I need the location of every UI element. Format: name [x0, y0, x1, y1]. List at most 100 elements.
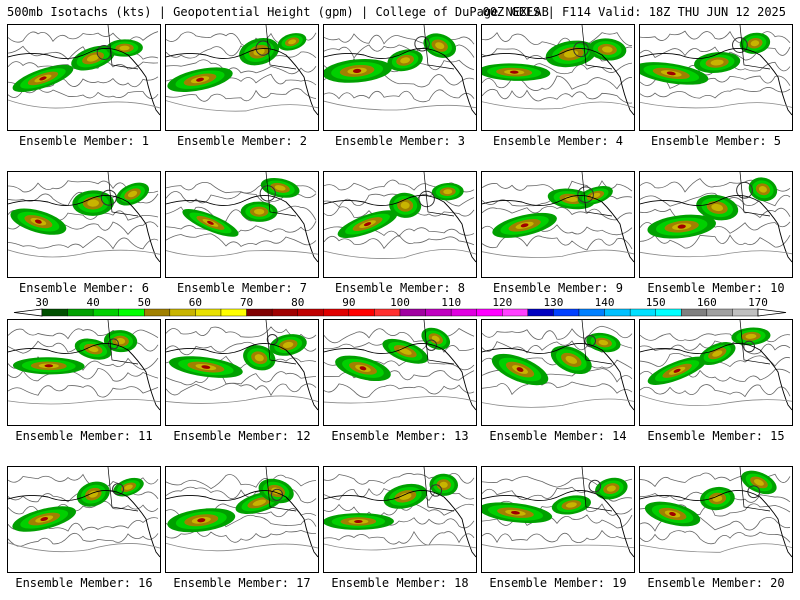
- colorbar-swatch: [450, 308, 477, 317]
- ensemble-member-map: [323, 319, 477, 426]
- colorbar-swatch: [578, 308, 605, 317]
- ensemble-member-map: [7, 466, 161, 573]
- ensemble-member-map: [481, 319, 635, 426]
- map-graphic: [324, 320, 476, 411]
- colorbar-swatch: [553, 308, 580, 317]
- ensemble-member-map: [481, 466, 635, 573]
- ensemble-member-map: [165, 466, 319, 573]
- ensemble-member-map: [639, 24, 793, 131]
- ensemble-member-map: [639, 319, 793, 426]
- colorbar-swatch: [92, 308, 119, 317]
- map-graphic: [8, 25, 160, 116]
- isotach-colorbar: 30 40 50 60 70 80 90 100 110 120 130 140 150 160 170: [0, 296, 800, 320]
- colorbar-swatch: [604, 308, 631, 317]
- colorbar-label: 130: [543, 296, 564, 309]
- map-graphic: [640, 320, 792, 411]
- colorbar-label: 80: [291, 296, 305, 309]
- map-graphic: [166, 25, 318, 116]
- colorbar-swatch: [220, 308, 247, 317]
- ensemble-member-label: Ensemble Member: 1: [18, 134, 150, 148]
- colorbar-swatch: [323, 308, 350, 317]
- map-graphic: [482, 320, 634, 411]
- ensemble-member-map: [7, 171, 161, 278]
- colorbar-swatch: [67, 308, 94, 317]
- ensemble-member-label: Ensemble Member: 12: [173, 429, 311, 443]
- colorbar-swatch: [527, 308, 554, 317]
- map-graphic: [8, 172, 160, 263]
- colorbar-swatch: [706, 308, 733, 317]
- ensemble-member-label: Ensemble Member: 7: [176, 281, 308, 295]
- colorbar-swatch: [271, 308, 298, 317]
- ensemble-member-map: [481, 171, 635, 278]
- colorbar-label: 160: [696, 296, 717, 309]
- colorbar-label: 170: [748, 296, 768, 309]
- ensemble-member-label: Ensemble Member: 11: [15, 429, 153, 443]
- map-graphic: [640, 25, 792, 116]
- ensemble-member-map: [7, 319, 161, 426]
- ensemble-member-map: [639, 466, 793, 573]
- colorbar-label: 110: [441, 296, 462, 309]
- ensemble-member-label: Ensemble Member: 5: [650, 134, 782, 148]
- colorbar-swatch: [629, 308, 656, 317]
- colorbar-swatch: [348, 308, 375, 317]
- ensemble-member-map: [323, 466, 477, 573]
- ensemble-member-label: Ensemble Member: 14: [489, 429, 627, 443]
- colorbar-swatch: [476, 308, 503, 317]
- colorbar-swatch: [732, 308, 759, 317]
- colorbar-swatch: [246, 308, 273, 317]
- map-graphic: [324, 25, 476, 116]
- colorbar-label: 50: [137, 296, 151, 309]
- map-graphic: [324, 172, 476, 263]
- colorbar-label: 100: [390, 296, 410, 309]
- map-graphic: [482, 25, 634, 116]
- ensemble-member-label: Ensemble Member: 13: [331, 429, 469, 443]
- colorbar-left-arrow: [13, 308, 43, 317]
- map-graphic: [166, 320, 318, 411]
- colorbar-right-arrow: [757, 308, 787, 317]
- map-graphic: [166, 467, 318, 558]
- colorbar-label: 140: [594, 296, 615, 309]
- colorbar-swatch: [41, 308, 68, 317]
- colorbar-label: 120: [492, 296, 513, 309]
- colorbar-label: 90: [342, 296, 356, 309]
- map-graphic: [324, 467, 476, 558]
- map-graphic: [166, 172, 318, 263]
- ensemble-member-map: [323, 24, 477, 131]
- ensemble-member-label: Ensemble Member: 3: [334, 134, 466, 148]
- map-graphic: [482, 172, 634, 263]
- colorbar-swatch: [502, 308, 529, 317]
- colorbar-swatch: [118, 308, 145, 317]
- colorbar-swatch: [374, 308, 401, 317]
- ensemble-member-label: Ensemble Member: 8: [334, 281, 466, 295]
- ensemble-member-label: Ensemble Member: 9: [492, 281, 624, 295]
- ensemble-member-label: Ensemble Member: 4: [492, 134, 624, 148]
- colorbar-swatch: [297, 308, 324, 317]
- ensemble-member-map: [7, 24, 161, 131]
- ensemble-member-label: Ensemble Member: 2: [176, 134, 308, 148]
- colorbar-label: 150: [645, 296, 666, 309]
- ensemble-member-label: Ensemble Member: 15: [647, 429, 785, 443]
- header-title: 500mb Isotachs (kts) | Geopotential Heig…: [7, 5, 549, 19]
- colorbar-scale: [13, 308, 787, 317]
- colorbar-swatch: [169, 308, 196, 317]
- colorbar-label: 40: [86, 296, 100, 309]
- header-run-info: 00Z GEFS | F114 Valid: 18Z THU JUN 12 20…: [482, 5, 786, 19]
- map-graphic: [8, 467, 160, 558]
- colorbar-swatch: [655, 308, 682, 317]
- ensemble-member-map: [165, 319, 319, 426]
- ensemble-member-label: Ensemble Member: 10: [647, 281, 785, 295]
- colorbar-label: 60: [188, 296, 203, 309]
- colorbar-swatch: [399, 308, 426, 317]
- colorbar-swatch: [681, 308, 708, 317]
- colorbar-label: 30: [35, 296, 49, 309]
- map-graphic: [640, 172, 792, 263]
- ensemble-member-label: Ensemble Member: 18: [331, 576, 469, 590]
- colorbar-label: 70: [239, 296, 254, 309]
- ensemble-member-map: [165, 171, 319, 278]
- map-graphic: [640, 467, 792, 558]
- ensemble-member-label: Ensemble Member: 6: [18, 281, 150, 295]
- ensemble-member-map: [481, 24, 635, 131]
- ensemble-member-map: [165, 24, 319, 131]
- colorbar-swatch: [144, 308, 171, 317]
